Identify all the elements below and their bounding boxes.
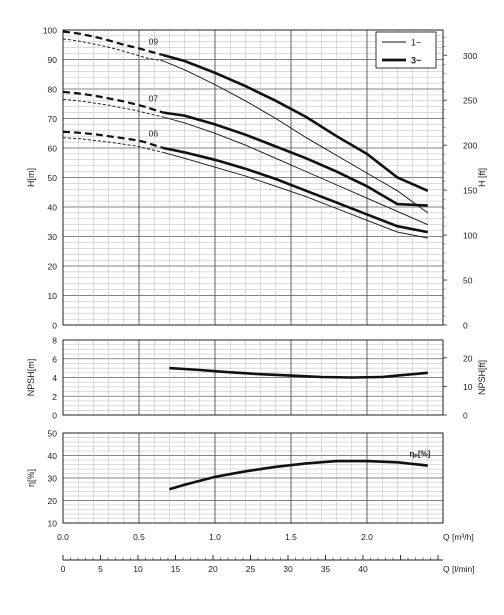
y-right-tick-label: 10 — [463, 382, 473, 392]
x-axis-title: Q [m³/h] — [443, 532, 474, 542]
x-lmin-tick-label: 5 — [98, 564, 103, 574]
series-line-09-3ph — [162, 53, 429, 192]
x-lmin-tick-label: 40 — [358, 564, 368, 574]
y-tick-label: 100 — [43, 26, 57, 36]
y-tick-label: 30 — [48, 474, 58, 484]
y-tick-label: 40 — [48, 451, 58, 461]
y-right-tick-label: 20 — [463, 353, 473, 363]
series-label: ηₚ[%] — [410, 450, 431, 459]
series-layer — [62, 30, 429, 491]
y-tick-label: 4 — [52, 373, 57, 383]
y-tick-label: 10 — [48, 291, 58, 301]
y-axis-title: NPSH[m] — [26, 359, 36, 397]
x-lmin-tick-label: 25 — [246, 564, 256, 574]
y-right-tick-label: 0 — [463, 321, 468, 331]
y-tick-label: 10 — [48, 519, 58, 529]
x-lmin-tick-label: 35 — [321, 564, 331, 574]
x-lmin-tick-label: 0 — [61, 564, 66, 574]
series-line-07-1ph — [163, 116, 428, 226]
x-lmin-tick-label: 15 — [171, 564, 181, 574]
y-axis-title: η[%] — [26, 469, 36, 487]
x-tick-label: 0.0 — [57, 532, 69, 542]
series-label: 09 — [149, 37, 159, 47]
series-line-npsh — [169, 366, 428, 379]
plot-frame — [62, 339, 444, 416]
x-lmin-axis-title: Q [l/min] — [443, 564, 475, 574]
series-label: 07 — [149, 93, 159, 103]
y-right-tick-label: 0 — [463, 411, 468, 421]
series-line-09-1ph — [163, 60, 429, 214]
y-tick-label: 50 — [48, 173, 58, 183]
x-tick-label: 2.0 — [361, 532, 373, 542]
y-tick-label: 0 — [52, 411, 57, 421]
y-right-axis-title: H [ft] — [477, 168, 487, 187]
y-tick-label: 70 — [48, 114, 58, 124]
y-right-tick-label: 300 — [463, 51, 477, 61]
y-right-tick-label: 250 — [463, 96, 477, 106]
y-tick-label: 8 — [52, 336, 57, 346]
y-tick-label: 20 — [48, 262, 58, 272]
x-lmin-tick-label: 20 — [208, 564, 218, 574]
series-dashed-06-3ph — [62, 130, 164, 150]
series-line-07-3ph — [163, 111, 428, 207]
legend-label: 3~ — [411, 56, 421, 66]
series-dashed-09-1ph — [62, 38, 164, 62]
x-tick-label: 0.5 — [133, 532, 145, 542]
y-tick-label: 20 — [48, 496, 58, 506]
y-tick-label: 2 — [52, 392, 57, 402]
series-dashed-07-3ph — [62, 90, 164, 114]
legend-box — [375, 31, 437, 69]
y-right-tick-label: 50 — [463, 276, 473, 286]
label-layer: 0102030405060708090100050100150200250300… — [26, 26, 487, 575]
series-dashed-09-3ph — [62, 30, 164, 57]
y-right-tick-label: 150 — [463, 186, 477, 196]
series-label: 06 — [149, 129, 159, 139]
y-tick-label: 6 — [52, 354, 57, 364]
x-lmin-tick-label: 10 — [133, 564, 143, 574]
x-lmin-tick-label: 30 — [283, 564, 293, 574]
y-tick-label: 0 — [52, 321, 57, 331]
y-tick-label: 90 — [48, 55, 58, 65]
y-tick-label: 80 — [48, 85, 58, 95]
x-tick-label: 1.5 — [285, 532, 297, 542]
legend-label: 1~ — [411, 38, 421, 48]
series-line-06-3ph — [163, 146, 429, 234]
series-line-06-1ph — [163, 151, 428, 239]
y-tick-label: 30 — [48, 232, 58, 242]
y-right-tick-label: 200 — [463, 141, 477, 151]
y-tick-label: 60 — [48, 144, 58, 154]
y-tick-label: 50 — [48, 429, 58, 439]
y-right-tick-label: 100 — [463, 231, 477, 241]
y-right-axis-title: NPSH[ft] — [477, 360, 487, 395]
plot-frame — [62, 432, 444, 524]
series-dashed-07-1ph — [62, 98, 164, 118]
y-tick-label: 40 — [48, 203, 58, 213]
x-tick-label: 1.0 — [209, 532, 221, 542]
y-axis-title: H[m] — [26, 168, 36, 187]
plot-frame — [62, 29, 444, 326]
series-line-efficiency — [169, 459, 428, 491]
series-dashed-06-1ph — [62, 137, 164, 153]
